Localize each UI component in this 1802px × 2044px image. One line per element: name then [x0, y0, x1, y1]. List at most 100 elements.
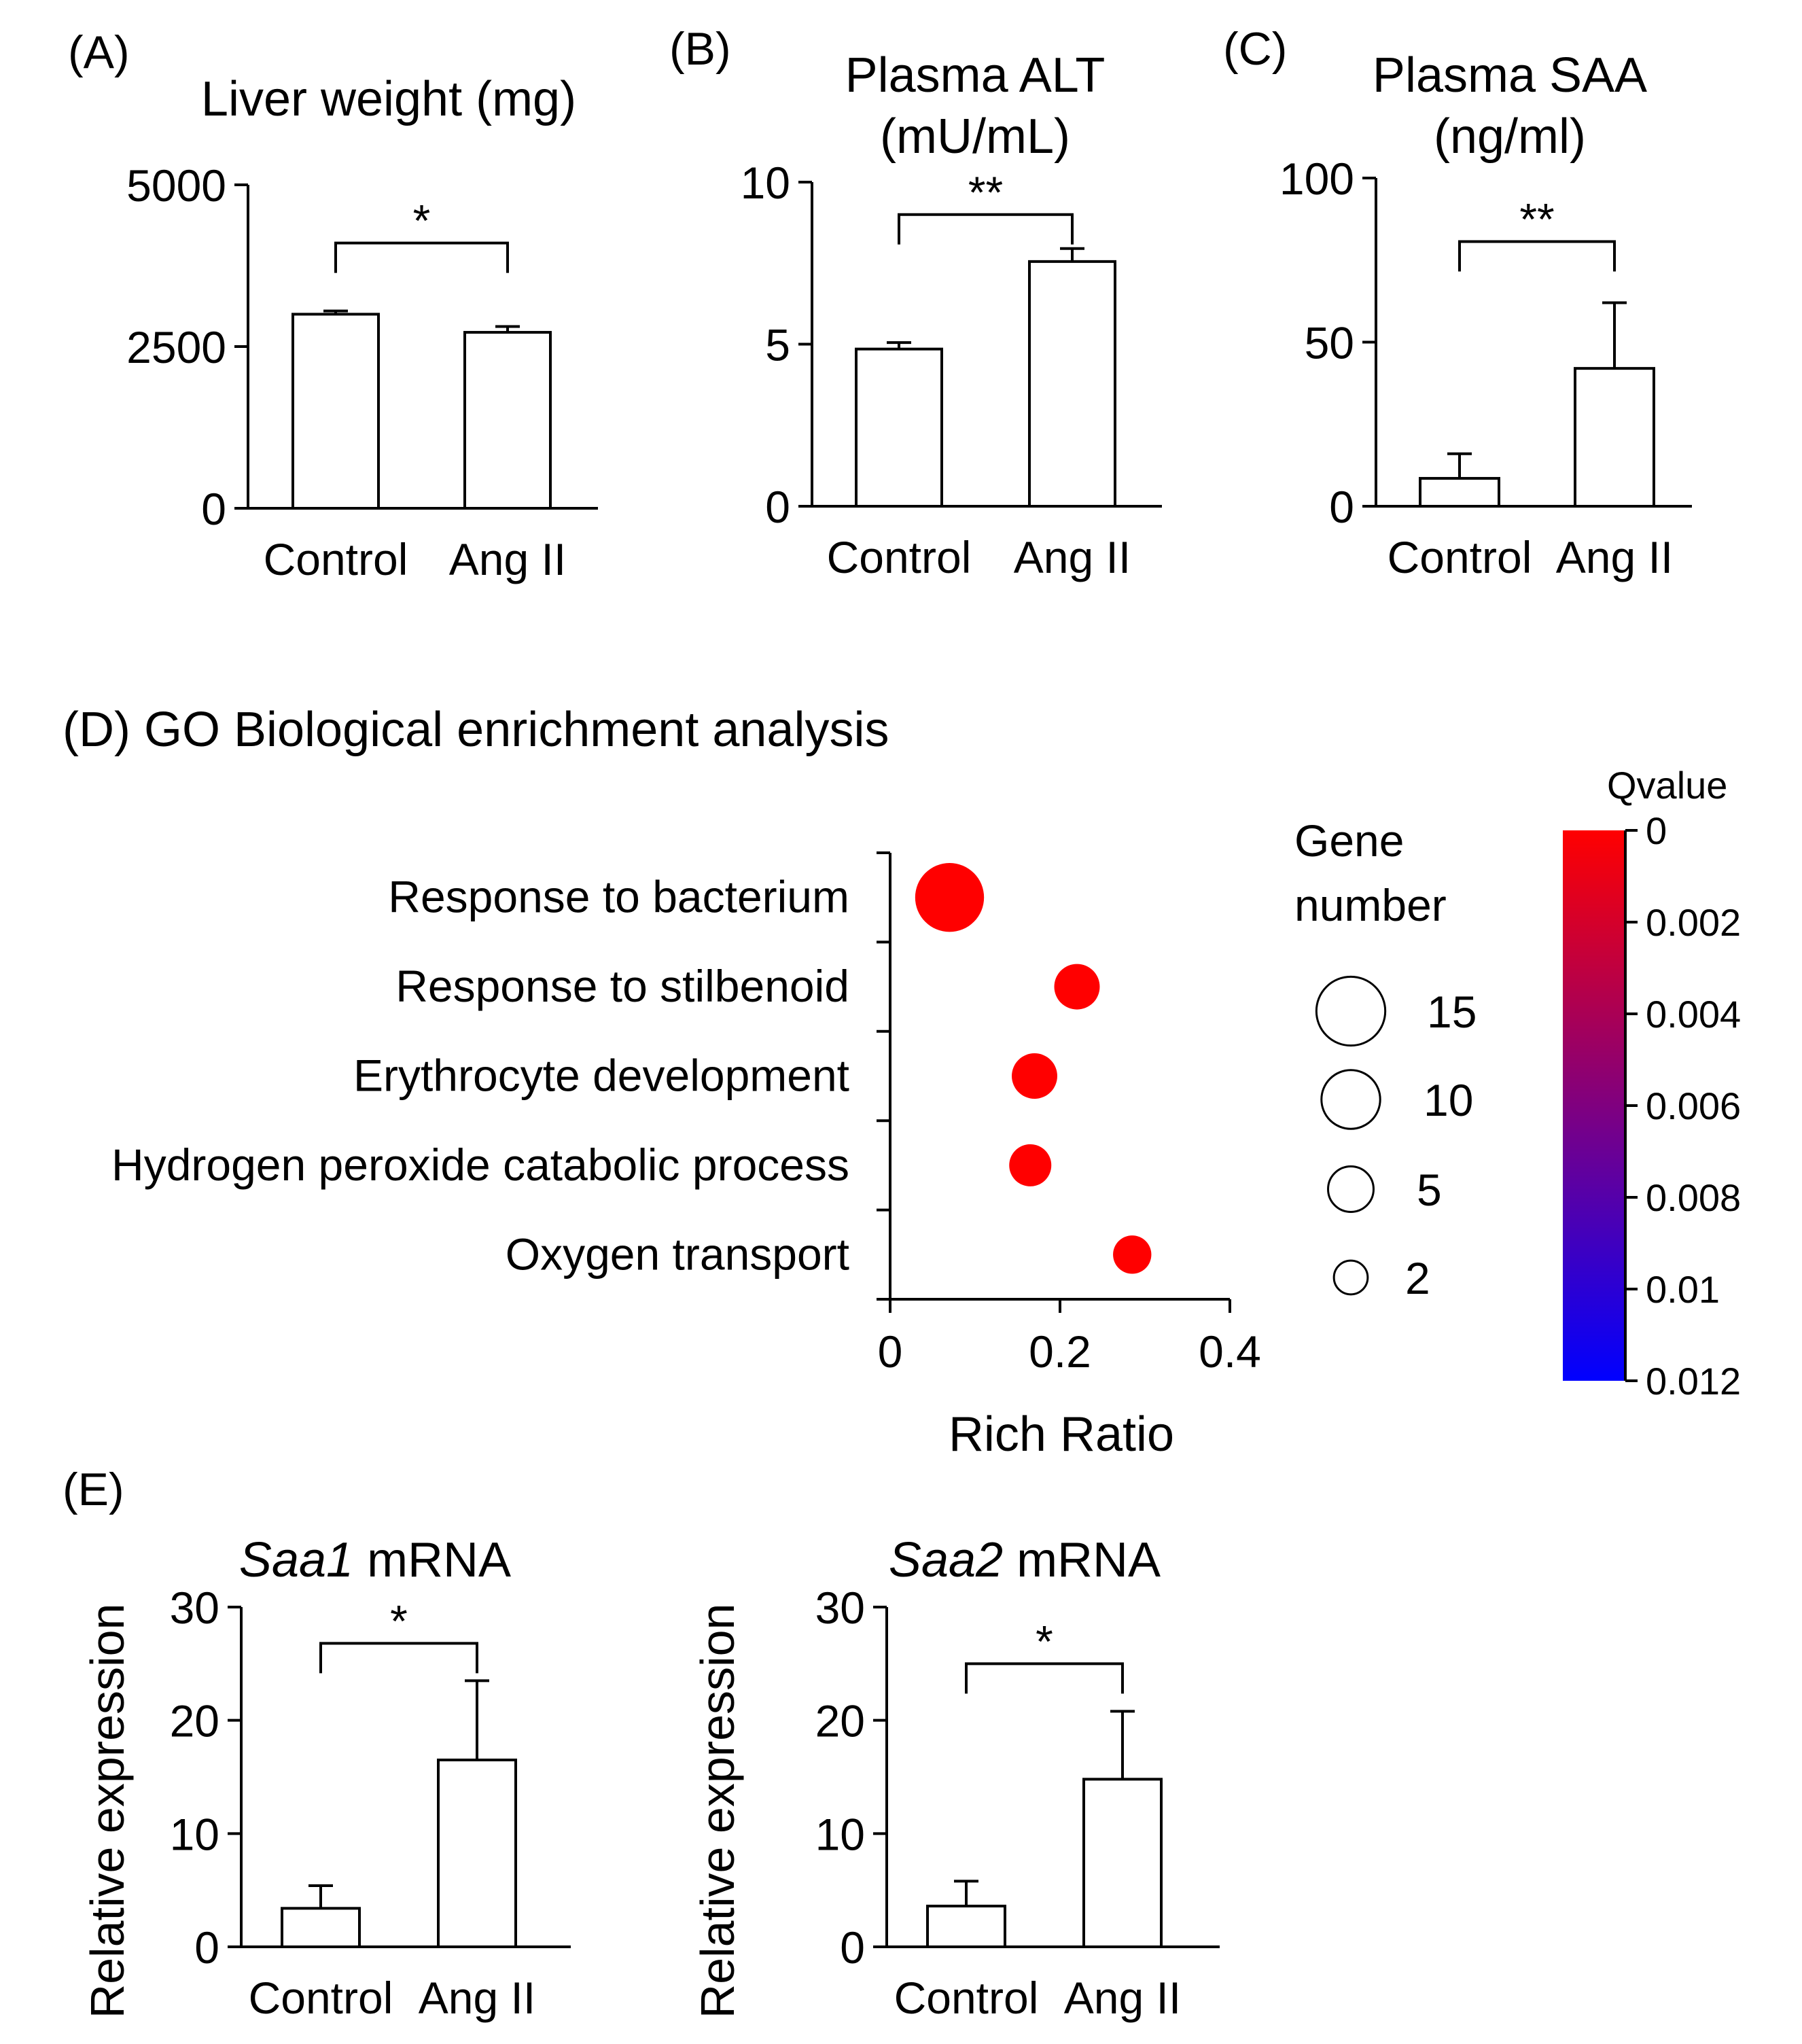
saa1-title-italic: Saa1 [239, 1533, 353, 1587]
saa2-plot: 0 10 20 30 Control Ang II * [815, 1583, 1220, 2023]
qvalue-tick-label-6: 0.012 [1646, 1360, 1741, 1403]
panel-b-title-line-1: Plasma ALT [845, 48, 1106, 103]
panel-a-y-tick-label-0: 0 [201, 484, 226, 534]
panel-b-bar-1 [1028, 260, 1116, 508]
panel-c: (C) Plasma SAA (ng/ml) 0 50 100 Control Ang … [1223, 23, 1692, 582]
saa1-significance-bracket [319, 1642, 478, 1674]
saa1-y-tick-label-3: 30 [170, 1583, 219, 1633]
saa2-significance-bracket [965, 1662, 1124, 1694]
saa1-significance-label: * [390, 1596, 408, 1646]
term-bubble-0 [915, 863, 985, 932]
gene-number-legend-circle-0 [1315, 975, 1387, 1047]
panel-c-title-line-2: (ng/ml) [1434, 109, 1586, 164]
term-label-4: Oxygen transport [506, 1229, 849, 1279]
gene-number-legend-title-line-2: number [1294, 880, 1447, 930]
term-bubble-1 [1054, 964, 1100, 1010]
gene-number-legend-label-2: 5 [1417, 1165, 1442, 1215]
qvalue-tick-label-5: 0.01 [1646, 1268, 1720, 1311]
qvalue-tick-label-2: 0.004 [1646, 993, 1741, 1036]
panel-a: (A) Liver weight (mg) 0 2500 5000 Control An… [68, 27, 598, 584]
panel-b: (B) Plasma ALT (mU/mL) 0 5 10 Control Ang II… [669, 23, 1162, 582]
gene-number-legend-circle-1 [1320, 1069, 1381, 1130]
panel-c-significance-label: ** [1519, 194, 1554, 245]
term-label-3: Hydrogen peroxide catabolic process [111, 1140, 849, 1190]
term-label-1: Response to stilbenoid [395, 961, 849, 1011]
panel-c-bar-1 [1574, 367, 1655, 508]
panel-e: (E) Saa1 mRNA Relative expression 0 10 20 3… [63, 1464, 1220, 2023]
saa1-y-tick-label-1: 10 [170, 1809, 219, 1859]
panel-a-title: Liver weight (mg) [201, 72, 576, 126]
term-label-2: Erythrocyte development [353, 1051, 849, 1101]
panel-a-significance-bracket [334, 241, 509, 273]
gene-number-legend-label-1: 10 [1424, 1075, 1473, 1125]
panel-d-plot: Response to bacterium Response to stilben… [111, 851, 1261, 1377]
saa2-bar-1 [1082, 1778, 1163, 1948]
gene-number-legend-circle-3 [1332, 1259, 1369, 1296]
panel-e-letter: (E) [63, 1464, 124, 1515]
saa1-title: Saa1 mRNA [239, 1533, 511, 1587]
panel-c-letter: (C) [1223, 23, 1287, 75]
panel-b-y-tick-label-0: 0 [765, 482, 790, 532]
qvalue-tick-label-0: 0 [1646, 809, 1667, 852]
panel-a-bar-0 [292, 313, 380, 510]
panel-d: (D) GO Biological enrichment analysis Re… [63, 703, 1741, 1462]
panel-b-significance-bracket [898, 213, 1074, 245]
saa2-title-rest: mRNA [1003, 1533, 1161, 1587]
saa1-x-label-1: Ang II [419, 1973, 535, 2023]
gene-number-legend-title-line-1: Gene [1294, 815, 1404, 866]
saa2-y-tick-label-1: 10 [815, 1809, 865, 1859]
panel-d-x-tick-label-0: 0 [878, 1326, 903, 1377]
gene-number-legend-label-0: 15 [1427, 987, 1477, 1037]
term-bubble-3 [1009, 1144, 1052, 1186]
panel-b-y-tick-label-1: 5 [765, 320, 790, 370]
panel-c-y-tick-label-0: 0 [1329, 482, 1354, 532]
qvalue-legend: Qvalue 0 0.002 0.004 0.006 0.008 0.01 0.012 [1563, 764, 1741, 1403]
panel-a-y-tick-label-1: 2500 [126, 322, 226, 372]
panel-c-significance-bracket [1458, 240, 1616, 272]
term-bubble-2 [1012, 1053, 1057, 1099]
saa1-title-rest: mRNA [353, 1533, 511, 1587]
saa1-plot: 0 10 20 30 Control Ang II * [170, 1583, 571, 2023]
qvalue-colorbar [1563, 830, 1625, 1381]
saa2-y-tick-label-0: 0 [840, 1922, 865, 1973]
panel-c-plot: 0 50 100 Control Ang II ** [1279, 154, 1692, 582]
panel-a-x-label-0: Control [264, 534, 408, 584]
panel-c-x-label-0: Control [1388, 532, 1532, 582]
panel-a-bar-1 [463, 331, 552, 510]
panel-a-plot: 0 2500 5000 Control Ang II * [126, 160, 598, 584]
saa2-y-tick-label-2: 20 [815, 1696, 865, 1746]
panel-b-title-line-2: (mU/mL) [880, 109, 1070, 164]
qvalue-tick-label-1: 0.002 [1646, 901, 1741, 944]
panel-a-x-label-1: Ang II [449, 534, 566, 584]
saa1-y-tick-label-2: 20 [170, 1696, 219, 1746]
saa1-bar-0 [281, 1907, 361, 1948]
saa1-ylabel: Relative expression [81, 1604, 134, 2019]
saa2-title: Saa2 mRNA [889, 1533, 1161, 1587]
panel-b-bar-0 [855, 347, 943, 508]
gene-number-legend-label-3: 2 [1405, 1253, 1430, 1303]
saa2-x-label-0: Control [894, 1973, 1039, 2023]
qvalue-legend-title: Qvalue [1607, 764, 1727, 807]
qvalue-tick-label-4: 0.008 [1646, 1176, 1741, 1219]
term-label-0: Response to bacterium [388, 872, 849, 922]
panel-b-significance-label: ** [968, 167, 1003, 217]
panel-a-letter: (A) [68, 27, 130, 78]
panel-d-x-tick-label-1: 0.2 [1029, 1326, 1091, 1377]
saa2-x-label-1: Ang II [1064, 1973, 1181, 2023]
saa2-y-tick-label-3: 30 [815, 1583, 865, 1633]
saa2-title-italic: Saa2 [889, 1533, 1003, 1587]
panel-a-y-tick-label-2: 5000 [126, 160, 226, 211]
saa1-bar-1 [437, 1759, 517, 1948]
panel-c-title-line-1: Plasma SAA [1373, 48, 1647, 103]
panel-c-y-tick-label-2: 100 [1279, 154, 1354, 204]
panel-d-x-tick-label-2: 0.4 [1199, 1326, 1261, 1377]
panel-d-title: (D) GO Biological enrichment analysis [63, 703, 889, 757]
panel-b-x-label-1: Ang II [1014, 532, 1131, 582]
qvalue-tick-label-3: 0.006 [1646, 1085, 1741, 1127]
saa2-ylabel: Relative expression [691, 1604, 744, 2019]
saa1-x-label-0: Control [249, 1973, 393, 2023]
gene-number-legend: Gene number 15 10 5 2 [1294, 815, 1477, 1303]
saa1-y-tick-label-0: 0 [194, 1922, 219, 1973]
panel-c-x-label-1: Ang II [1556, 532, 1673, 582]
